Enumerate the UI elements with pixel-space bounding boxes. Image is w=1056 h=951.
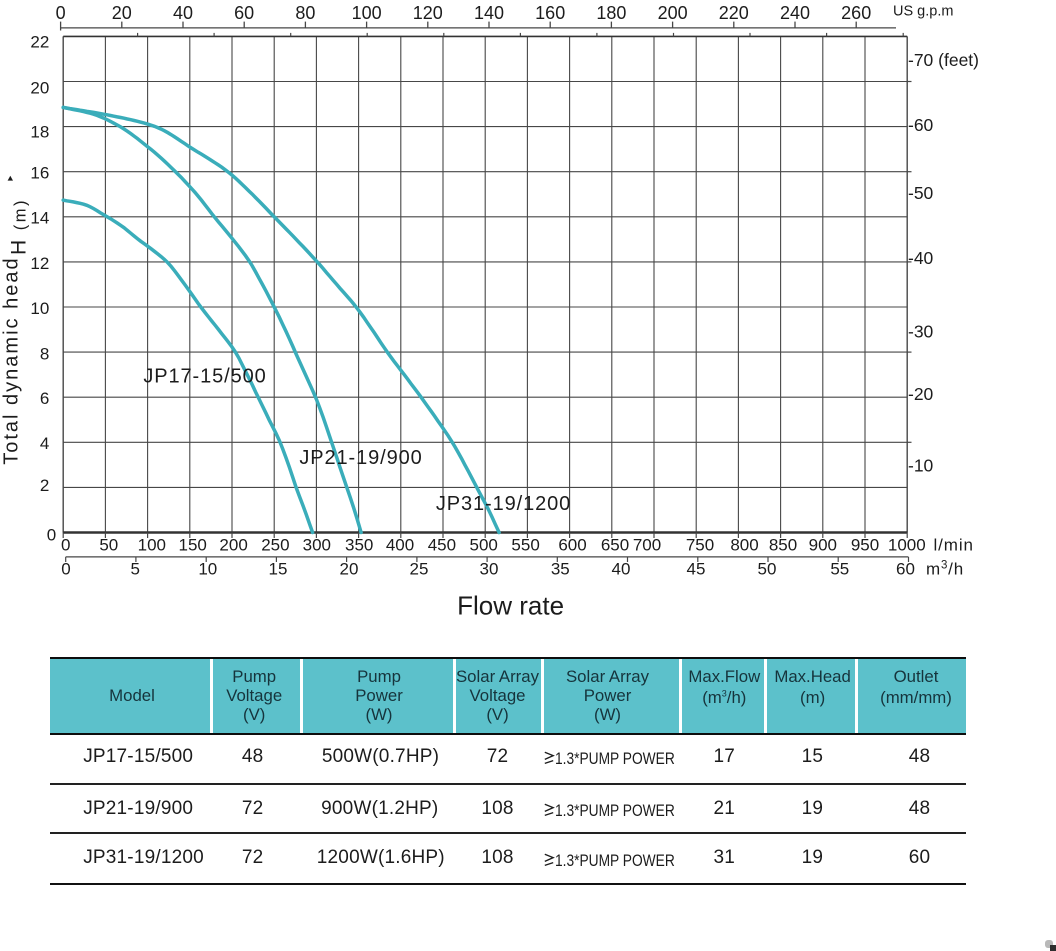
svg-text:850: 850	[769, 536, 797, 555]
svg-text:20: 20	[112, 3, 132, 23]
svg-text:US g.p.m: US g.p.m	[893, 4, 953, 20]
svg-text:100: 100	[138, 536, 166, 555]
svg-text:16: 16	[30, 164, 49, 183]
svg-text:300: 300	[303, 536, 331, 555]
svg-text:1000: 1000	[888, 536, 926, 555]
svg-text:0: 0	[47, 525, 56, 544]
svg-text:260: 260	[841, 3, 871, 23]
svg-text:22: 22	[30, 33, 49, 52]
svg-text:8: 8	[40, 345, 49, 364]
svg-text:240: 240	[780, 3, 810, 23]
svg-text:30: 30	[480, 560, 499, 579]
svg-text:35: 35	[551, 560, 570, 579]
svg-text:25: 25	[410, 560, 429, 579]
svg-text:20: 20	[30, 78, 49, 97]
svg-text:55: 55	[830, 560, 849, 579]
svg-text:400: 400	[386, 536, 414, 555]
svg-text:JP21-19/900: JP21-19/900	[299, 447, 422, 469]
svg-text:14: 14	[30, 209, 49, 228]
svg-text:JP17-15/500: JP17-15/500	[143, 366, 266, 388]
svg-text:250: 250	[261, 536, 289, 555]
svg-text:650: 650	[601, 536, 629, 555]
svg-text:0: 0	[56, 3, 66, 23]
svg-text:-40: -40	[908, 248, 934, 268]
svg-text:45: 45	[687, 560, 706, 579]
svg-text:120: 120	[413, 3, 443, 23]
svg-text:-60: -60	[908, 115, 934, 135]
svg-text:800: 800	[730, 536, 758, 555]
svg-text:JP31-19/1200: JP31-19/1200	[436, 493, 571, 515]
svg-text:50: 50	[758, 560, 777, 579]
svg-text:H (m): H (m)	[8, 198, 31, 255]
svg-text:500: 500	[470, 536, 498, 555]
svg-text:450: 450	[428, 536, 456, 555]
svg-text:220: 220	[719, 3, 749, 23]
svg-text:l/min: l/min	[934, 536, 974, 555]
svg-text:60: 60	[896, 560, 915, 579]
svg-text:10: 10	[198, 560, 217, 579]
svg-text:200: 200	[658, 3, 688, 23]
svg-text:-30: -30	[908, 321, 934, 341]
svg-text:60: 60	[234, 3, 254, 23]
svg-text:350: 350	[345, 536, 373, 555]
svg-text:100: 100	[352, 3, 382, 23]
svg-text:900: 900	[809, 536, 837, 555]
svg-text:140: 140	[474, 3, 504, 23]
svg-text:15: 15	[269, 560, 288, 579]
svg-text:-20: -20	[908, 384, 934, 404]
svg-text:20: 20	[340, 560, 359, 579]
svg-text:150: 150	[179, 536, 207, 555]
svg-text:4: 4	[40, 434, 49, 453]
svg-text:0: 0	[61, 560, 70, 579]
svg-text:50: 50	[99, 536, 118, 555]
svg-text:550: 550	[511, 536, 539, 555]
svg-text:Flow rate: Flow rate	[457, 591, 564, 621]
svg-text:6: 6	[40, 389, 49, 408]
svg-text:180: 180	[596, 3, 626, 23]
svg-text:10: 10	[30, 299, 49, 318]
svg-text:m3/h: m3/h	[926, 560, 964, 579]
svg-text:600: 600	[558, 536, 586, 555]
svg-text:200: 200	[219, 536, 247, 555]
svg-text:18: 18	[30, 123, 49, 142]
svg-text:Total dynamic head: Total dynamic head	[1, 256, 23, 464]
svg-text:40: 40	[612, 560, 631, 579]
svg-text:950: 950	[851, 536, 879, 555]
svg-text:12: 12	[30, 254, 49, 273]
svg-text:700: 700	[633, 536, 661, 555]
svg-text:160: 160	[535, 3, 565, 23]
svg-text:750: 750	[686, 536, 714, 555]
svg-text:0: 0	[61, 536, 70, 555]
svg-text:-50: -50	[908, 183, 934, 203]
svg-text:-10: -10	[908, 456, 934, 476]
svg-text:40: 40	[173, 3, 193, 23]
svg-text:2: 2	[40, 476, 49, 495]
svg-text:5: 5	[130, 560, 139, 579]
svg-text:-70 (feet): -70 (feet)	[908, 50, 979, 70]
svg-text:80: 80	[295, 3, 315, 23]
